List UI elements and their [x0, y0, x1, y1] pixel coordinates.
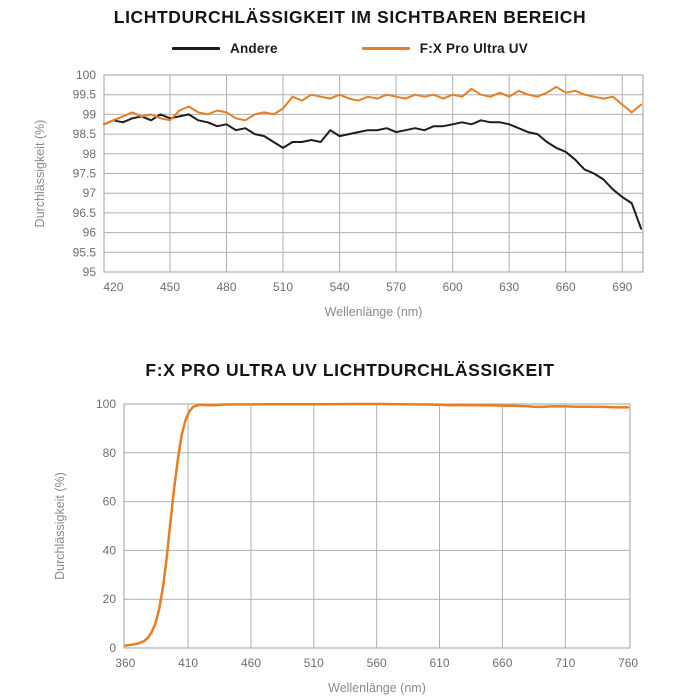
- svg-text:450: 450: [160, 280, 180, 294]
- legend-label-andere: Andere: [230, 41, 278, 56]
- legend-label-fx-pro-ultra-uv: F:X Pro Ultra UV: [419, 41, 528, 56]
- svg-text:99.5: 99.5: [73, 88, 97, 102]
- svg-text:95: 95: [83, 265, 97, 279]
- visible-range-transmission-chart: 420 450 480 510 540 570 600 630 660 690 95 95.5 96 96…: [33, 68, 644, 319]
- svg-text:600: 600: [443, 280, 463, 294]
- svg-text:690: 690: [612, 280, 632, 294]
- chart1-legend: Andere F:X Pro Ultra UV: [0, 41, 700, 56]
- svg-text:96.5: 96.5: [73, 206, 97, 220]
- chart2-title: F:X PRO ULTRA UV LICHTDURCHLÄSSIGKEIT: [145, 360, 555, 380]
- svg-text:360: 360: [115, 656, 135, 670]
- svg-text:95.5: 95.5: [73, 245, 97, 259]
- svg-text:98: 98: [83, 147, 97, 161]
- chart1-title: LICHTDURCHLÄSSIGKEIT IM SICHTBAREN BEREI…: [113, 7, 587, 27]
- legend-item-andere: Andere: [172, 41, 278, 56]
- svg-text:Durchlässigkeit (%): Durchlässigkeit (%): [53, 472, 67, 580]
- svg-text:20: 20: [103, 592, 117, 606]
- svg-text:Wellenlänge (nm): Wellenlänge (nm): [325, 305, 423, 319]
- svg-text:98.5: 98.5: [73, 127, 97, 141]
- svg-text:Durchlässigkeit (%): Durchlässigkeit (%): [33, 120, 47, 228]
- svg-text:100: 100: [76, 68, 96, 82]
- fx-pro-line-swatch-icon: [361, 47, 410, 50]
- svg-text:510: 510: [273, 280, 293, 294]
- svg-text:99: 99: [83, 107, 97, 121]
- svg-text:570: 570: [386, 280, 406, 294]
- svg-text:660: 660: [492, 656, 512, 670]
- svg-text:96: 96: [83, 226, 97, 240]
- svg-text:510: 510: [304, 656, 324, 670]
- svg-text:410: 410: [178, 656, 198, 670]
- svg-text:97.5: 97.5: [73, 167, 97, 181]
- svg-text:760: 760: [618, 656, 638, 670]
- svg-text:60: 60: [103, 495, 117, 509]
- svg-text:100: 100: [96, 397, 116, 411]
- andere-line-swatch-icon: [172, 47, 221, 50]
- svg-text:460: 460: [241, 656, 261, 670]
- svg-text:660: 660: [556, 280, 576, 294]
- svg-text:610: 610: [429, 656, 449, 670]
- svg-text:40: 40: [103, 543, 117, 557]
- svg-text:420: 420: [103, 280, 123, 294]
- svg-text:710: 710: [555, 656, 575, 670]
- svg-text:80: 80: [103, 446, 117, 460]
- fx-pro-ultra-uv-transmission-chart: 360 410 460 510 560 610 660 710 760 0 20 40 60 80 100 W…: [53, 397, 638, 695]
- legend-item-fx-pro-ultra-uv: F:X Pro Ultra UV: [361, 41, 528, 56]
- svg-text:560: 560: [367, 656, 387, 670]
- svg-text:480: 480: [216, 280, 236, 294]
- svg-text:630: 630: [499, 280, 519, 294]
- svg-text:0: 0: [109, 641, 116, 655]
- svg-text:97: 97: [83, 186, 97, 200]
- svg-text:Wellenlänge (nm): Wellenlänge (nm): [328, 681, 426, 695]
- svg-text:540: 540: [330, 280, 350, 294]
